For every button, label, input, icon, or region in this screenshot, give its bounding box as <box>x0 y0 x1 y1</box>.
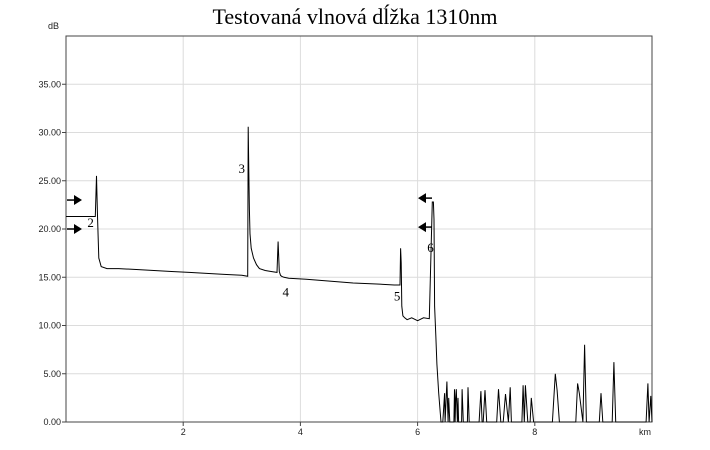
cursor-arrows <box>67 193 433 234</box>
cursor-arrow <box>418 193 433 204</box>
x-axis-ticks: 2 4 6 8 <box>181 422 537 437</box>
y-axis-ticks: 0.00 5.00 10.00 15.00 20.00 25.00 30.00 35.00 <box>38 79 66 427</box>
event-marker-label: 6 <box>427 240 434 255</box>
y-tick-label: 5.00 <box>43 369 61 379</box>
y-tick-label: 10.00 <box>38 321 61 331</box>
chart-title: Testovaná vlnová dĺžka 1310nm <box>212 4 498 29</box>
grid-lines <box>66 36 652 422</box>
x-tick-label: 2 <box>181 427 186 437</box>
y-tick-label: 25.00 <box>38 176 61 186</box>
cursor-arrow <box>67 195 82 206</box>
event-marker-label: 4 <box>283 285 290 300</box>
cursor-arrow <box>418 222 433 233</box>
event-marker-label: 5 <box>394 288 401 303</box>
cursor-arrow <box>67 224 82 234</box>
y-axis-unit-label: dB <box>48 21 59 31</box>
x-tick-label: 8 <box>532 427 537 437</box>
y-tick-label: 35.00 <box>38 79 61 89</box>
event-marker-label: 2 <box>87 215 94 230</box>
otdr-trace-line <box>66 126 653 423</box>
y-tick-label: 20.00 <box>38 224 61 234</box>
x-tick-label: 4 <box>298 427 303 437</box>
y-tick-label: 0.00 <box>43 417 61 427</box>
event-marker-label: 3 <box>239 161 246 176</box>
event-labels: 2 3 4 5 6 <box>87 161 434 303</box>
x-tick-label: 6 <box>415 427 420 437</box>
y-tick-label: 15.00 <box>38 272 61 282</box>
trace-layer <box>66 126 653 423</box>
x-axis-unit-label: km <box>639 427 651 437</box>
y-tick-label: 30.00 <box>38 128 61 138</box>
